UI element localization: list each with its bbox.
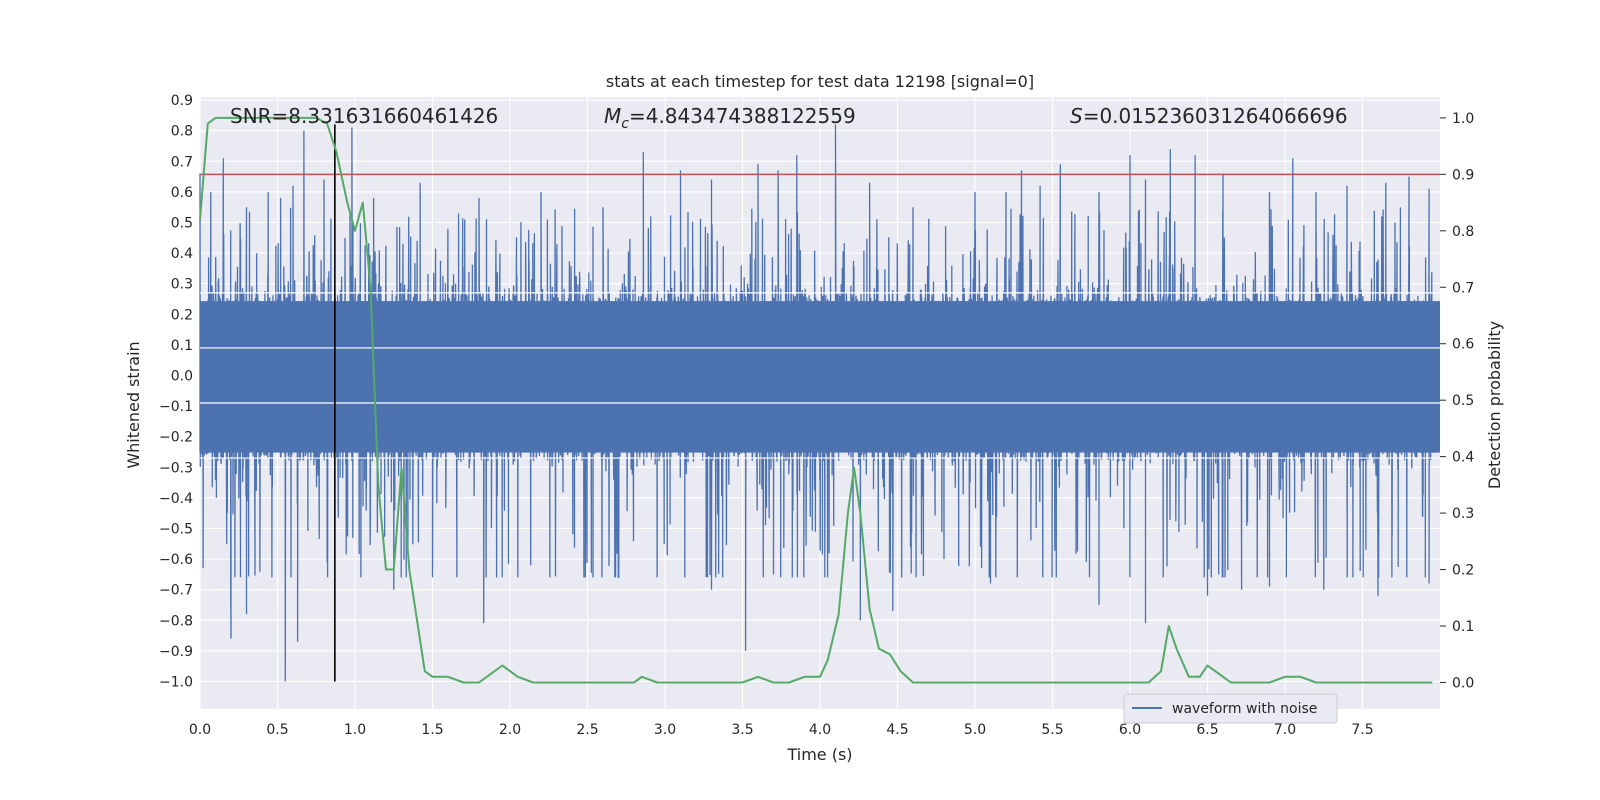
y-tick-label: −0.6 — [159, 552, 193, 568]
y2-tick-label: 0.0 — [1452, 675, 1474, 691]
y-tick-label: 0.3 — [171, 277, 193, 293]
y2-tick-label: 0.8 — [1452, 224, 1474, 240]
y-axis-label: Whitened strain — [124, 341, 143, 468]
snr-annotation: SNR=8.331631660461426 — [230, 104, 498, 128]
y2-tick-label: 0.1 — [1452, 619, 1474, 635]
y-axis-ticks: 0.9 0.8 0.7 0.6 0.5 0.4 0.3 0.2 0.1 0.0 −0.1 −0.2 −0… — [159, 93, 193, 690]
chirp-mass-value: =4.843474388122559 — [629, 104, 856, 128]
statistic-symbol: S — [1070, 104, 1083, 128]
y-tick-label: 0.2 — [171, 307, 193, 323]
y2-tick-label: 0.2 — [1452, 563, 1474, 579]
statistic-value: =0.015236031264066696 — [1083, 104, 1348, 128]
x-tick-label: 1.0 — [344, 722, 366, 738]
y-tick-label: 0.7 — [171, 154, 193, 170]
chirp-mass-subscript: c — [621, 116, 629, 132]
x-tick-label: 0.0 — [189, 722, 211, 738]
x-tick-label: 2.0 — [499, 722, 521, 738]
statistic-annotation: S=0.015236031264066696 — [1070, 104, 1348, 128]
y2-tick-label: 0.3 — [1452, 506, 1474, 522]
legend-box — [1123, 693, 1338, 724]
legend-label-waveform: waveform with noise — [1172, 701, 1317, 717]
x-tick-label: 1.5 — [421, 722, 443, 738]
x-tick-label: 6.5 — [1196, 722, 1218, 738]
waveform-dense-band — [200, 301, 1440, 453]
x-tick-label: 4.5 — [886, 722, 908, 738]
x-tick-label: 7.0 — [1274, 722, 1296, 738]
x-tick-label: 7.5 — [1351, 722, 1373, 738]
x-tick-label: 4.0 — [809, 722, 831, 738]
y2-tick-label: 0.6 — [1452, 337, 1474, 353]
probability-series — [199, 116, 1433, 684]
y2-tick-label: 0.9 — [1452, 167, 1474, 183]
y-tick-label: 0.9 — [171, 93, 193, 109]
y-tick-label: 0.5 — [171, 215, 193, 231]
detection-probability-line — [199, 116, 1433, 684]
y-tick-label: 0.6 — [171, 185, 193, 201]
legend: waveform with noise — [1123, 693, 1338, 724]
x-tick-label: 0.5 — [266, 722, 288, 738]
x-axis-ticks: 0.0 0.5 1.0 1.5 2.0 2.5 3.0 3.5 4.0 4.5 5.0 5.5 6.0 6… — [189, 722, 1374, 738]
y2-axis-label: Detection probability — [1485, 321, 1504, 489]
y-tick-label: −0.3 — [159, 460, 193, 476]
x-tick-label: 3.5 — [731, 722, 753, 738]
y-tick-label: 0.1 — [171, 338, 193, 354]
y-tick-label: −0.9 — [159, 644, 193, 660]
y-tick-label: −0.1 — [159, 399, 193, 415]
y-tick-label: 0.4 — [171, 246, 193, 262]
y-tick-label: −0.7 — [159, 583, 193, 599]
chirp-mass-annotation: Mc=4.843474388122559 — [604, 104, 856, 132]
waveform-series — [199, 124, 1440, 682]
y-tick-label: −0.5 — [159, 521, 193, 537]
y2-tick-label: 0.5 — [1452, 393, 1474, 409]
x-axis-label: Time (s) — [786, 745, 852, 764]
y2-tick-label: 0.4 — [1452, 450, 1474, 466]
x-tick-label: 2.5 — [576, 722, 598, 738]
x-tick-label: 3.0 — [654, 722, 676, 738]
y2-tick-label: 1.0 — [1452, 111, 1474, 127]
x-tick-label: 5.5 — [1041, 722, 1063, 738]
y-tick-label: −1.0 — [159, 674, 193, 690]
y-tick-label: 0.0 — [171, 368, 193, 384]
y2-tick-label: 0.7 — [1452, 280, 1474, 296]
y-tick-label: −0.2 — [159, 430, 193, 446]
y2-axis-ticks: 1.0 0.9 0.8 0.7 0.6 0.5 0.4 0.3 0.2 0.1 0.0 — [1440, 111, 1474, 691]
chart-title: stats at each timestep for test data 121… — [606, 72, 1034, 91]
x-tick-label: 6.0 — [1119, 722, 1141, 738]
chirp-mass-symbol: M — [604, 104, 621, 128]
overlays — [200, 124, 1440, 682]
y-tick-label: −0.4 — [159, 491, 193, 507]
x-tick-label: 5.0 — [964, 722, 986, 738]
y-tick-label: −0.8 — [159, 613, 193, 629]
y-tick-label: 0.8 — [171, 124, 193, 140]
